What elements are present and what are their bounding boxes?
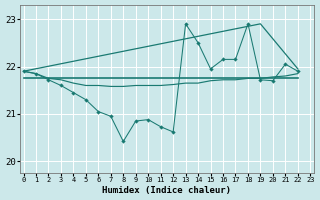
X-axis label: Humidex (Indice chaleur): Humidex (Indice chaleur) [102,186,231,195]
